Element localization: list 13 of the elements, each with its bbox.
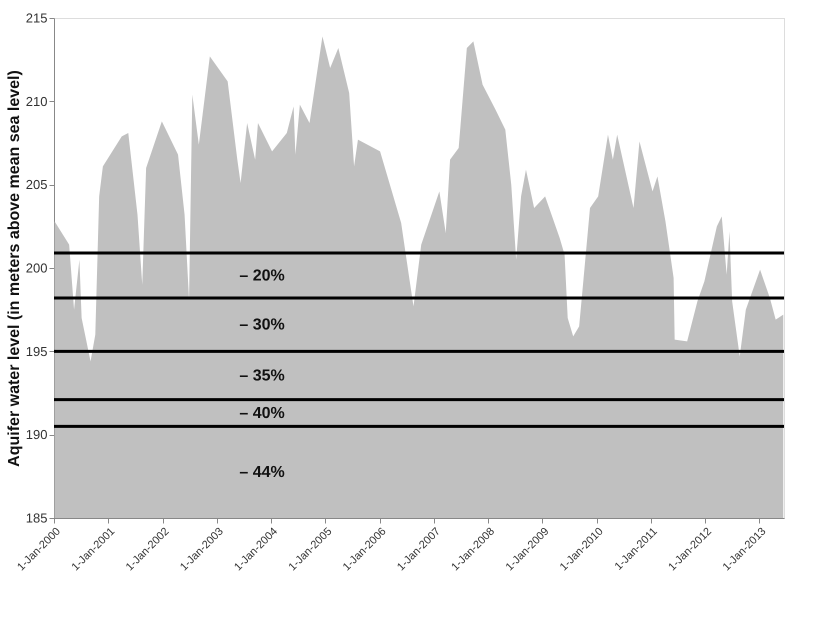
ref-line-label: – 44% <box>239 464 285 482</box>
ref-line-label: – 35% <box>239 368 285 384</box>
y-tick-label: 210 <box>26 94 48 109</box>
ref-line-label: – 30% <box>239 316 285 334</box>
y-axis-title: Aquifer water level (in meters above mean sea level) <box>6 70 23 467</box>
y-tick-label: 200 <box>26 260 48 276</box>
y-tick-label: 185 <box>26 510 48 526</box>
y-tick-label: 190 <box>26 427 48 442</box>
y-tick-label: 215 <box>26 10 48 26</box>
ref-line-label: – 20% <box>239 268 285 284</box>
ref-line-label: – 40% <box>239 405 285 422</box>
y-tick-label: 205 <box>26 177 48 192</box>
y-tick-label: 195 <box>26 344 48 359</box>
